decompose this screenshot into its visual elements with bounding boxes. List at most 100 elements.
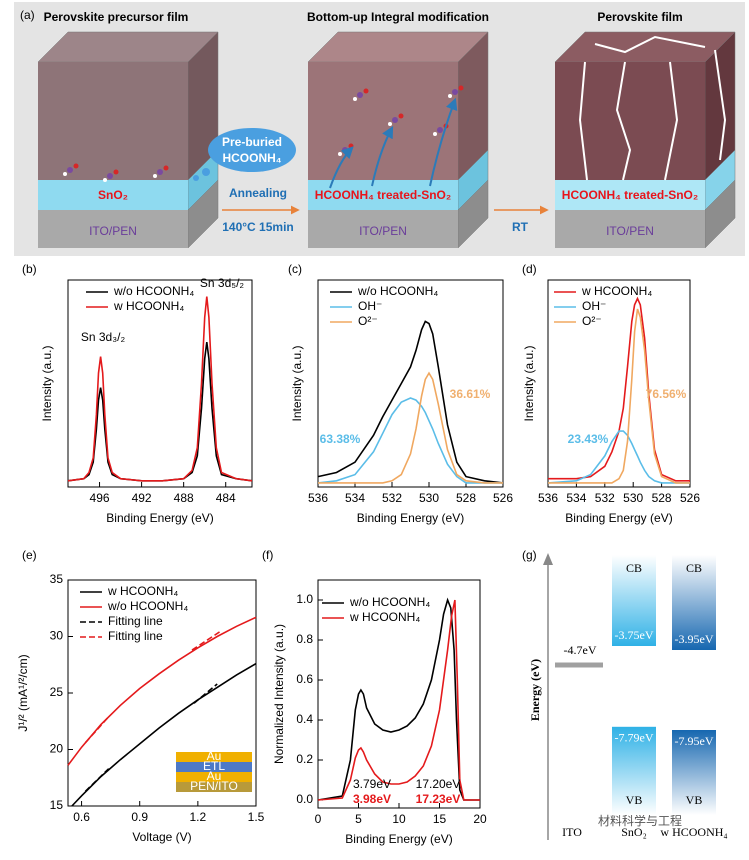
series-line <box>67 296 253 482</box>
x-tick-label: 492 <box>132 491 152 505</box>
x-tick-label: 496 <box>90 491 110 505</box>
molecule <box>353 97 357 101</box>
inset-label: Au <box>207 769 222 783</box>
legend-label: w HCOONH₄ <box>113 299 184 313</box>
bubble-text: Pre-buried <box>222 135 282 149</box>
molecule <box>113 169 119 175</box>
annotation: 23.43% <box>568 432 609 446</box>
y-axis-label: Normalized Intensity (a.u.) <box>272 624 286 764</box>
y-tick-label: 1.0 <box>296 592 313 606</box>
legend-label: w HCOONH₄ <box>107 584 178 598</box>
x-tick-label: 536 <box>538 491 558 505</box>
layer-label: HCOONH₄ treated-SnO₂ <box>315 188 451 202</box>
legend-label: w HCOONH₄ <box>581 284 652 298</box>
x-tick-label: 1.2 <box>190 810 207 824</box>
y-tick-label: 35 <box>50 572 64 586</box>
plot-frame <box>317 279 504 488</box>
y-axis-label: Intensity (a.u.) <box>40 345 54 421</box>
step-condition: 140°C 15min <box>222 220 294 234</box>
bubble-text: HCOONH₄ <box>222 151 281 165</box>
y-tick-label: 25 <box>50 685 64 699</box>
x-tick-label: 10 <box>392 812 406 826</box>
diffusion-arrow <box>429 97 458 187</box>
y-tick-label: 30 <box>50 629 64 643</box>
ito-layer <box>555 210 705 248</box>
sno2-layer <box>555 180 705 210</box>
x-tick-label: 0.9 <box>131 810 148 824</box>
legend-label: w/o HCOONH₄ <box>113 284 194 298</box>
molecule <box>163 165 169 171</box>
x-tick-label: 530 <box>623 491 643 505</box>
x-tick-label: 530 <box>419 491 439 505</box>
x-tick-label: 526 <box>680 491 700 505</box>
molecule <box>433 132 437 136</box>
x-axis-label: Binding Energy (eV) <box>357 511 464 525</box>
grain-boundary <box>615 61 632 181</box>
y-tick-label: 0.0 <box>296 792 313 806</box>
sno2-layer <box>38 180 188 210</box>
valence-band <box>612 726 656 815</box>
perovskite-layer <box>555 62 705 180</box>
conduction-band <box>612 555 656 646</box>
annotation: 17.23eV <box>416 792 461 806</box>
y-tick-label: 0.6 <box>296 672 313 686</box>
x-tick-label: 5 <box>355 812 362 826</box>
grain-boundary <box>664 61 679 181</box>
series-line <box>547 430 690 484</box>
plot-frame <box>547 279 691 488</box>
x-tick-label: 534 <box>345 491 365 505</box>
x-axis-label: Binding Energy (eV) <box>565 511 672 525</box>
sno2-layer <box>308 180 458 210</box>
legend-label: O²⁻ <box>582 314 602 328</box>
legend-label: Fitting line <box>108 629 163 643</box>
molecule <box>153 174 157 178</box>
annotation: 17.20eV <box>416 777 461 791</box>
y-tick-label: 0.2 <box>296 752 313 766</box>
bubble-dot <box>202 168 210 176</box>
legend-label: w HCOONH₄ <box>349 610 420 624</box>
plot-frame <box>67 279 253 488</box>
substrate-label: ITO/PEN <box>359 224 407 238</box>
annotation: Sn 3d₃/₂ <box>81 330 126 344</box>
annotation: 63.38% <box>320 432 361 446</box>
molecule <box>67 167 73 173</box>
band-name: CB <box>626 561 642 575</box>
legend-label: OH⁻ <box>582 299 606 313</box>
inset-label: PEN/ITO <box>190 779 238 793</box>
y-tick-label: 0.4 <box>296 712 313 726</box>
legend-label: w/o HCOONH₄ <box>357 284 438 298</box>
annotation: Sn 3d₅/₂ <box>200 276 245 290</box>
y-axis-label: Intensity (a.u.) <box>290 345 304 421</box>
legend-label: OH⁻ <box>358 299 382 313</box>
molecule <box>357 92 363 98</box>
molecule <box>452 89 458 95</box>
band-name: VB <box>626 793 643 807</box>
level-label: -7.79eV <box>615 731 654 745</box>
inset-layer <box>176 752 252 762</box>
x-tick-label: 532 <box>382 491 402 505</box>
valence-band <box>672 730 716 815</box>
molecule <box>392 117 398 123</box>
x-tick-label: 20 <box>473 812 487 826</box>
inset-layer <box>176 772 252 782</box>
watermark: 材料科学与工程 <box>598 813 682 828</box>
molecule <box>63 172 67 176</box>
molecule <box>363 88 369 94</box>
panel-label: (a) <box>20 8 35 22</box>
series-line <box>317 320 504 484</box>
stage-title: Perovskite film <box>597 10 682 24</box>
panel-label: (b) <box>22 262 37 276</box>
panel-label: (e) <box>22 548 37 562</box>
series-line <box>318 371 503 484</box>
molecule <box>398 113 404 119</box>
conduction-band <box>672 555 716 650</box>
legend-label: Fitting line <box>108 614 163 628</box>
molecule <box>338 152 342 156</box>
annotation: 3.79eV <box>353 777 391 791</box>
material-label: SnO₂ <box>621 825 647 839</box>
substrate-label: ITO/PEN <box>89 224 137 238</box>
x-tick-label: 0.6 <box>73 810 90 824</box>
perovskite-layer <box>38 62 188 180</box>
material-label: w HCOONH₄ <box>660 825 727 839</box>
series-line <box>84 683 218 792</box>
